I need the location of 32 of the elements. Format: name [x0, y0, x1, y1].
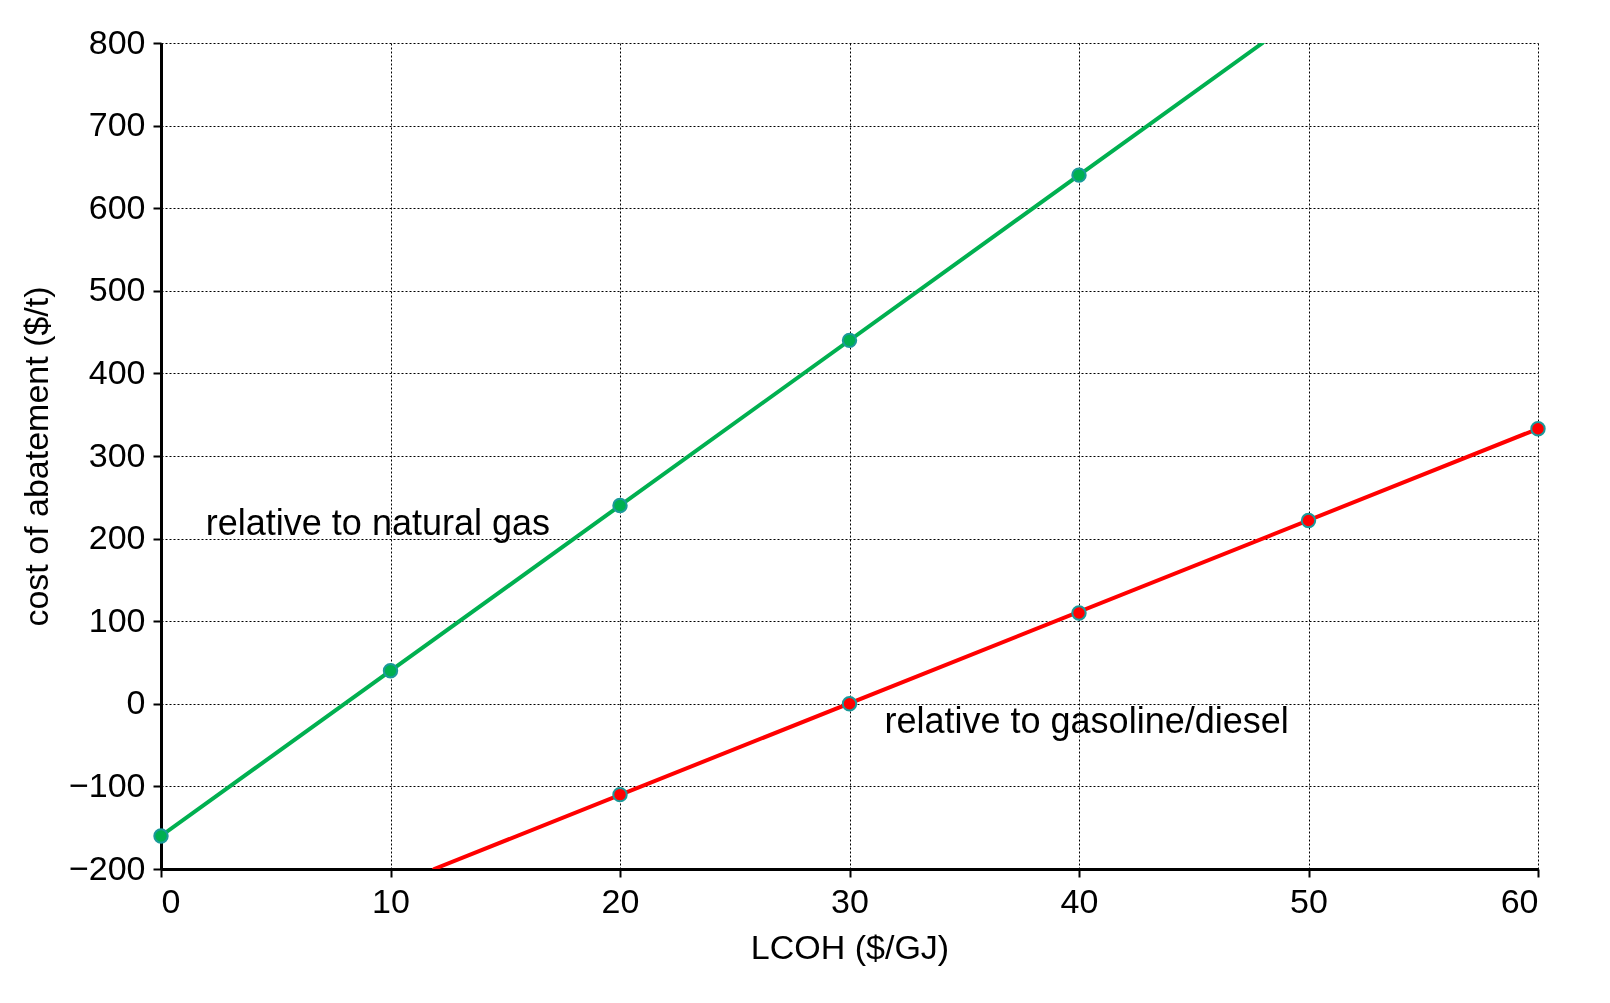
y-axis-title: cost of abatement ($/t): [16, 286, 55, 627]
y-tick-label: 200: [88, 518, 146, 557]
x-tick-label: 60: [1500, 881, 1539, 920]
y-tick-label: −100: [68, 765, 146, 804]
y-tick-label: 800: [88, 22, 146, 61]
y-tick-label: 700: [88, 105, 146, 144]
x-tick-label: 0: [161, 881, 181, 920]
series-label: relative to natural gas: [205, 501, 550, 543]
point: [612, 497, 628, 514]
x-axis-title: LCOH ($/GJ): [750, 927, 950, 966]
x-tick-label: 10: [372, 881, 410, 920]
y-tick-label: 0: [126, 683, 146, 722]
point: [612, 786, 628, 803]
x-tick-label: 40: [1060, 881, 1099, 920]
y-tick-label: 100: [88, 600, 146, 639]
x-tick-label: 30: [831, 881, 869, 920]
y-tick-label: 400: [88, 352, 146, 391]
point: [1300, 512, 1317, 529]
y-tick-label: 600: [88, 187, 146, 226]
x-tick-label: 50: [1290, 881, 1328, 920]
y-tick-label: 500: [88, 270, 146, 309]
point: [1071, 605, 1087, 621]
point: [1530, 421, 1546, 437]
x-tick-label: 20: [601, 881, 640, 920]
point: [1071, 167, 1087, 183]
series-label: relative to gasoline/diesel: [884, 699, 1289, 741]
y-tick-label: 300: [88, 435, 146, 474]
point: [841, 696, 858, 712]
point: [841, 332, 858, 349]
point: [153, 828, 169, 844]
point: [382, 663, 399, 679]
y-tick-label: −200: [68, 848, 146, 887]
